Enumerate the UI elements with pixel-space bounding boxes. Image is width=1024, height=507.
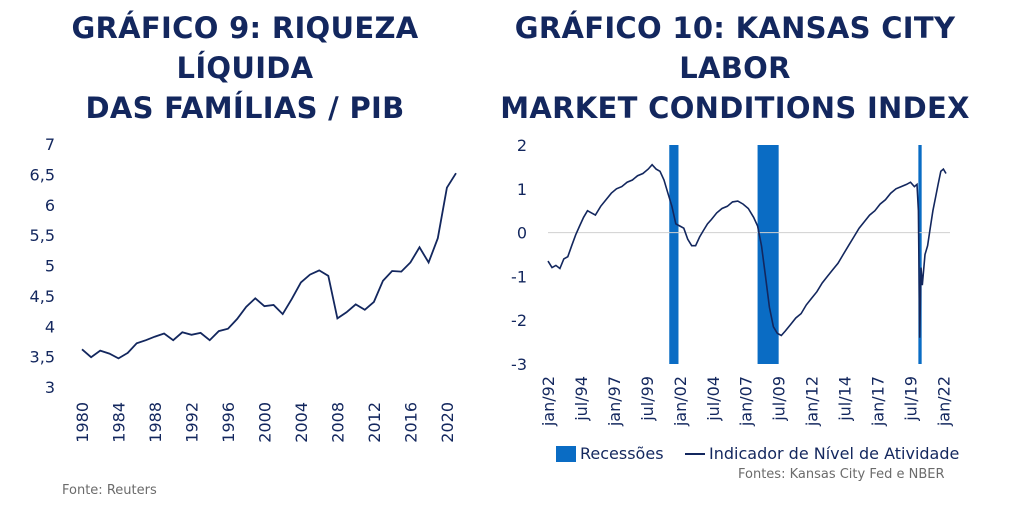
chart-2-y-tick: -2 — [511, 311, 527, 330]
chart-1-x-tick: 1984 — [109, 402, 128, 443]
chart-2-x-tick: jan/22 — [934, 376, 953, 427]
chart-1-y-tick: 6 — [45, 196, 55, 215]
chart-1-y-tick: 7 — [45, 135, 55, 154]
legend-indicator-swatch — [685, 452, 705, 455]
chart-2-x-tick: jan/07 — [737, 376, 756, 427]
chart-2-series-line — [547, 163, 947, 338]
chart-2-recession-bar — [669, 145, 679, 364]
chart-1-x-tick: 2008 — [328, 402, 347, 443]
chart-2-x-tick: jul/09 — [770, 376, 789, 422]
legend-recessions-swatch — [556, 445, 576, 462]
chart-2-x-tick: jan/02 — [671, 376, 690, 427]
chart-1-x-tick: 2020 — [438, 402, 457, 443]
chart-2-x-tick: jul/99 — [638, 376, 657, 422]
chart-1-y-tick: 5 — [45, 257, 55, 276]
legend-indicator-label: Indicador de Nível de Atividade — [709, 444, 960, 463]
chart-1-x-tick: 1996 — [219, 402, 238, 443]
chart-2-x-tick: jan/12 — [803, 376, 822, 427]
chart-2-x-tick: jul/04 — [704, 376, 723, 422]
chart-1-x-tick: 2016 — [401, 402, 420, 443]
chart-title-2-line-1: GRÁFICO 10: KANSAS CITY LABOR — [514, 11, 956, 85]
chart-2-x-tick: jul/19 — [901, 376, 920, 422]
chart-1-x-tick: 1992 — [182, 402, 201, 443]
chart-1-y-tick: 5,5 — [30, 226, 55, 245]
chart-1-y-tick: 3,5 — [30, 348, 55, 367]
chart-2-recession-bar — [757, 145, 779, 364]
chart-2-x-tick: jul/14 — [836, 376, 855, 422]
chart-title-2: GRÁFICO 10: KANSAS CITY LABOR MARKET CON… — [485, 8, 985, 128]
chart-1-y-tick: 4,5 — [30, 287, 55, 306]
chart-1-x-tick: 1988 — [146, 402, 165, 443]
chart-1-series-line — [81, 172, 457, 360]
source-1: Fonte: Reuters — [62, 483, 157, 498]
chart-title-1-line-1: GRÁFICO 9: RIQUEZA LÍQUIDA — [71, 11, 419, 85]
chart-2-x-tick: jul/94 — [572, 376, 591, 422]
chart-2-x-tick: jan/17 — [869, 376, 888, 427]
chart-1-x-tick: 1980 — [73, 402, 92, 443]
chart-1-y-tick: 4 — [45, 317, 55, 336]
chart-1-y-tick: 3 — [45, 378, 55, 397]
chart-title-1-line-2: DAS FAMÍLIAS / PIB — [85, 91, 405, 125]
chart-2-x-tick: jan/92 — [539, 376, 558, 427]
chart-title-1: GRÁFICO 9: RIQUEZA LÍQUIDA DAS FAMÍLIAS … — [20, 8, 470, 128]
chart-2-y-tick: -3 — [511, 355, 527, 374]
chart-1-x-tick: 2004 — [292, 402, 311, 443]
chart-1-y-tick: 6,5 — [30, 165, 55, 184]
chart-2-y-tick: 0 — [517, 224, 527, 243]
chart-2-y-tick: -1 — [511, 267, 527, 286]
chart-2-y-tick: 1 — [517, 180, 527, 199]
chart-2-y-tick: 2 — [517, 136, 527, 155]
chart-title-2-line-2: MARKET CONDITIONS INDEX — [500, 91, 970, 125]
legend-recessions: Recessões — [556, 444, 664, 463]
legend-recessions-label: Recessões — [580, 444, 664, 463]
chart-1-x-tick: 2012 — [365, 402, 384, 443]
source-2: Fontes: Kansas City Fed e NBER — [738, 467, 945, 482]
chart-1-x-tick: 2000 — [255, 402, 274, 443]
legend-indicator: Indicador de Nível de Atividade — [685, 444, 959, 463]
chart-2-x-tick: jan/97 — [605, 376, 624, 427]
chart-2-recession-bar — [918, 145, 922, 364]
